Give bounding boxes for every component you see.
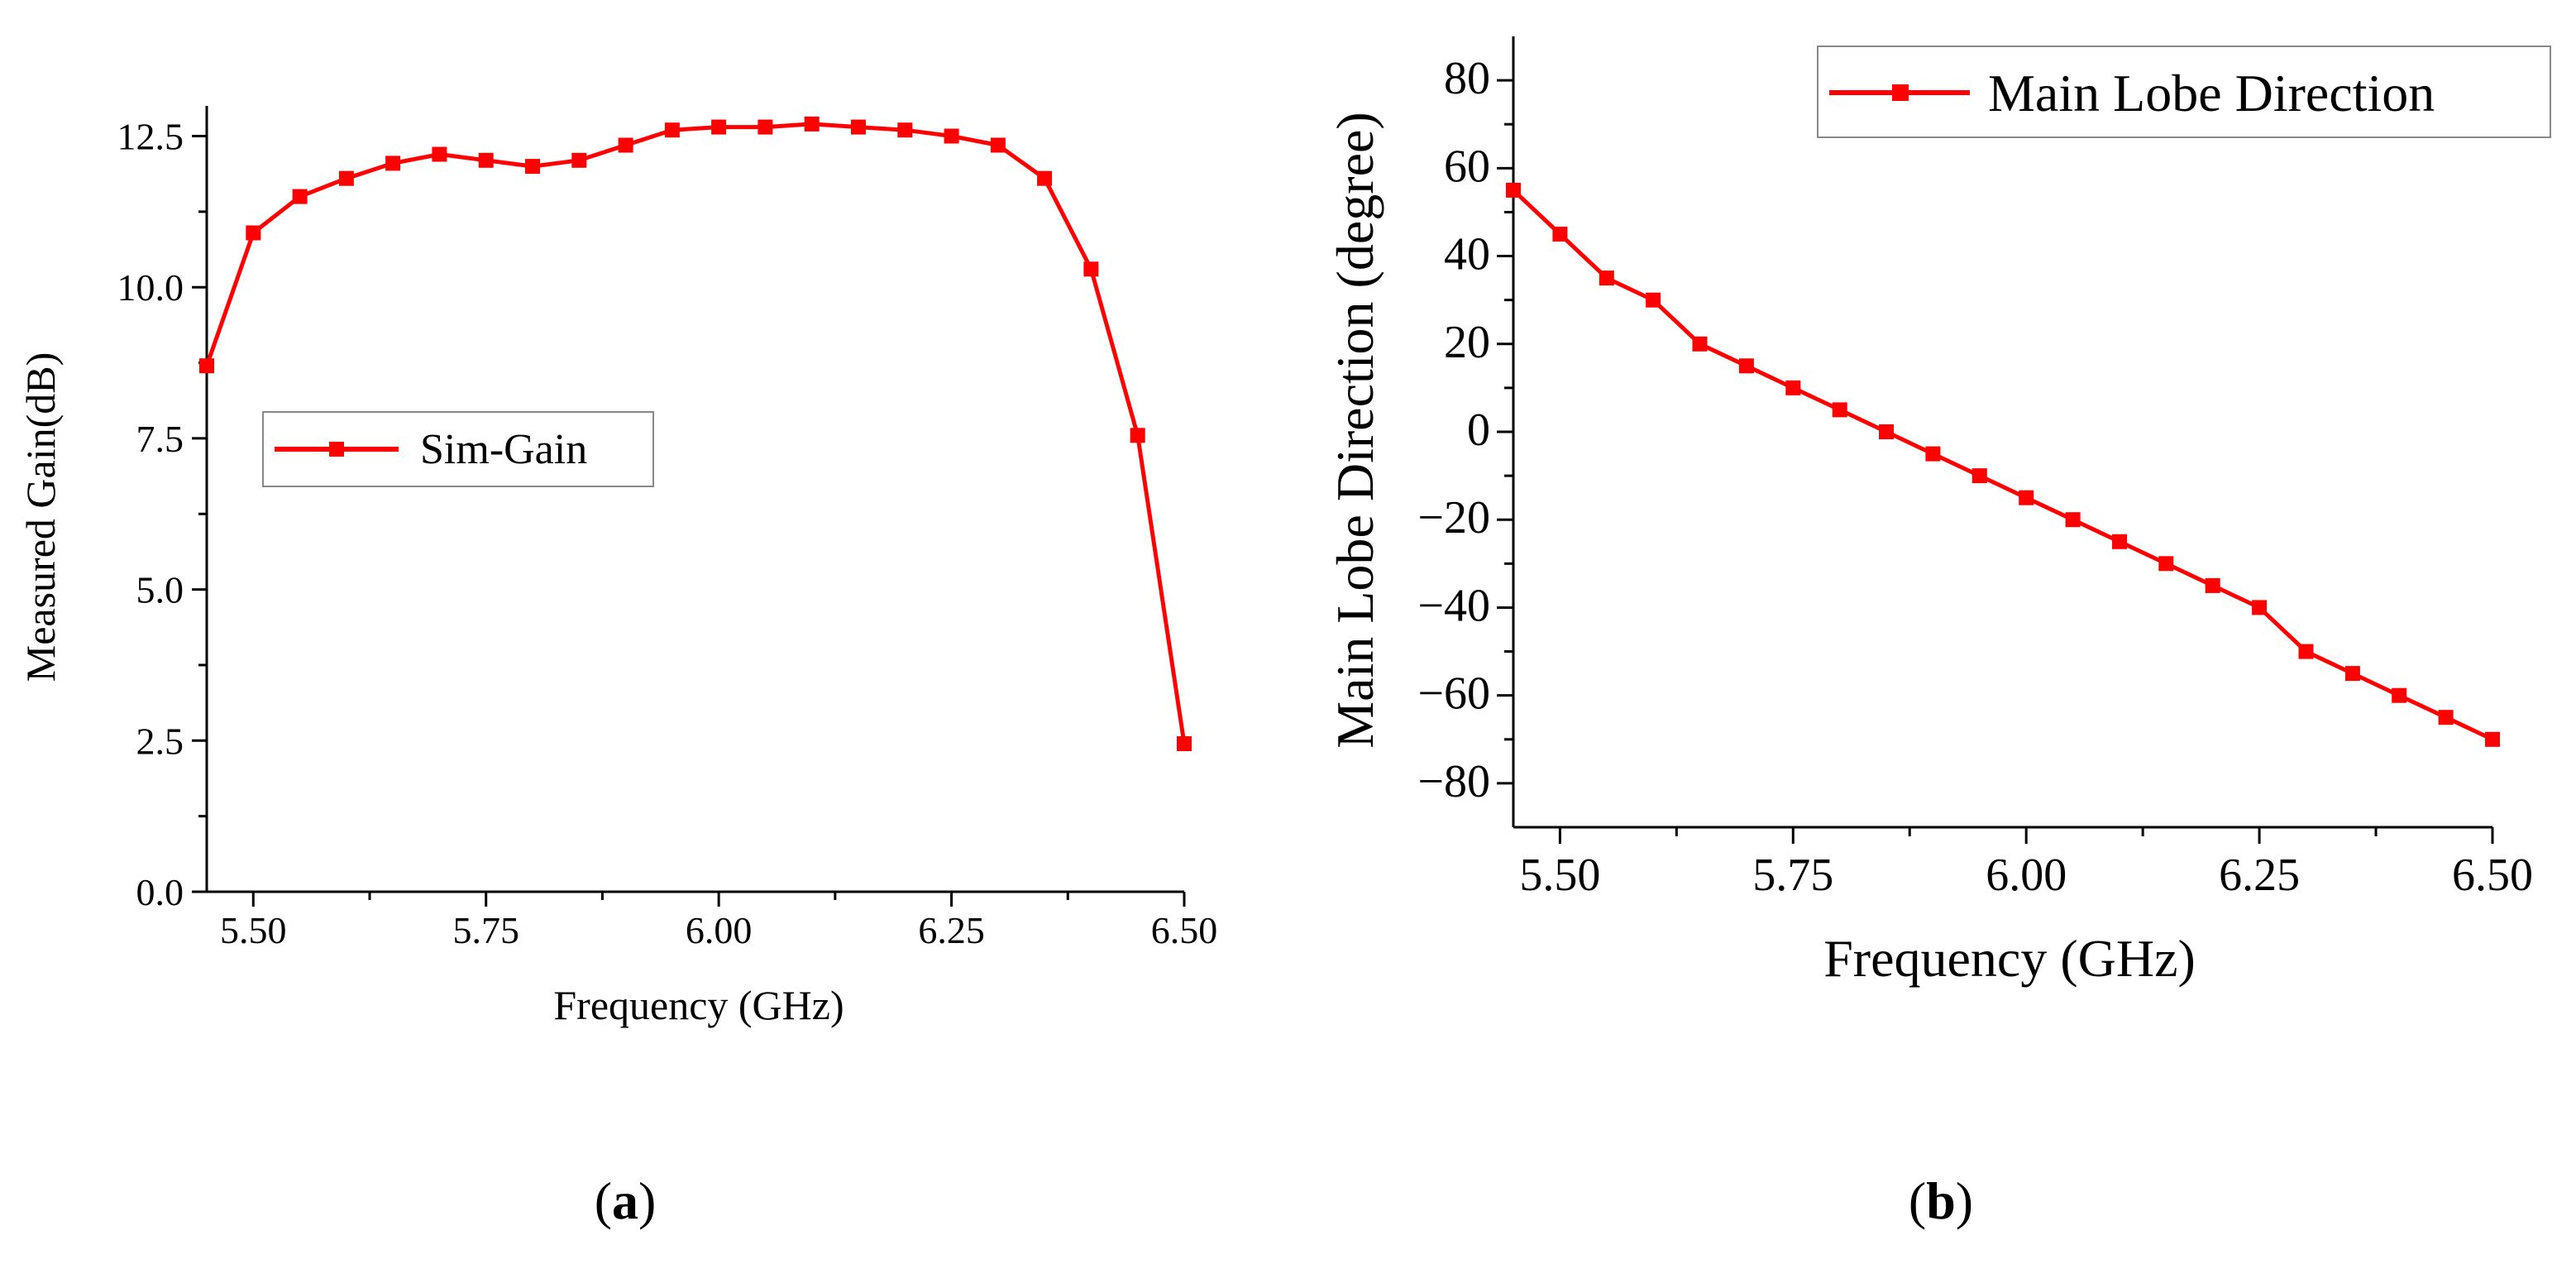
panel-a-x-ticks: 5.50 5.75 6.00 6.25 6.50 <box>220 892 1217 951</box>
panel-b-caption-letter: b <box>1926 1171 1956 1230</box>
x-tick-label: 5.50 <box>1519 850 1600 901</box>
panel-b-x-ticks: 5.50 5.75 6.00 6.25 6.50 <box>1519 827 2533 901</box>
data-point-marker <box>1506 182 1521 198</box>
panel-a-x-axis-title: Frequency (GHz) <box>553 982 844 1028</box>
panel-b-legend-label: Main Lobe Direction <box>1988 64 2435 122</box>
panel-a-legend-label: Sim-Gain <box>420 426 587 473</box>
data-point-marker <box>2158 556 2174 572</box>
panel-a-y-ticks: 0.0 2.5 5.0 7.5 10.0 12.5 <box>117 116 207 913</box>
data-point-marker <box>385 156 401 171</box>
y-tick-label: 0 <box>1467 405 1490 456</box>
data-point-marker <box>292 189 308 204</box>
x-tick-label: 6.00 <box>1986 850 2067 901</box>
panel-b-legend-swatch-marker <box>1892 84 1909 101</box>
series-line <box>1512 189 2494 742</box>
data-point-marker <box>1692 336 1708 352</box>
panel-a-legend: Sim-Gain <box>262 411 654 487</box>
x-tick-label: 5.50 <box>220 909 287 951</box>
panel-b-y-ticks: −80 −60 −40 −20 0 20 40 60 80 <box>1417 53 1513 807</box>
data-point-marker <box>944 128 959 144</box>
data-point-marker <box>246 225 261 241</box>
data-point-marker <box>338 170 354 186</box>
data-point-marker <box>2298 644 2314 659</box>
data-point-marker <box>199 358 214 374</box>
y-tick-label: 40 <box>1444 229 1490 280</box>
data-point-marker <box>2065 512 2081 528</box>
panel-b-main-lobe-chart: −80 −60 −40 −20 0 20 40 60 80 5.50 5.75 6.00 6.25 6.… <box>1326 36 2551 1230</box>
x-tick-label: 6.00 <box>686 909 753 951</box>
data-point-marker <box>1925 446 1941 462</box>
panel-a-y-axis-title: Measured Gain(dB) <box>17 352 64 682</box>
data-point-marker <box>1738 358 1754 374</box>
data-point-marker <box>2252 600 2268 615</box>
data-point-marker <box>758 119 773 135</box>
x-tick-label: 5.75 <box>1752 850 1833 901</box>
panel-a-caption-letter: a <box>612 1171 638 1230</box>
data-point-marker <box>851 119 866 135</box>
data-point-marker <box>1646 292 1661 308</box>
data-point-marker <box>2019 490 2034 505</box>
panel-b-y-axis-title: Main Lobe Direction (degree) <box>1326 112 1384 748</box>
data-point-marker <box>1177 736 1192 751</box>
x-tick-label: 6.25 <box>918 909 985 951</box>
data-point-marker <box>804 116 820 132</box>
panel-a-caption: (a) <box>595 1171 657 1230</box>
y-tick-label: 2.5 <box>136 720 184 762</box>
x-tick-label: 6.50 <box>2452 850 2533 901</box>
panel-b-legend: Main Lobe Direction <box>1817 45 2551 138</box>
data-point-marker <box>478 152 494 168</box>
data-point-marker <box>2344 666 2360 682</box>
data-point-marker <box>432 146 447 162</box>
y-tick-label: −80 <box>1417 756 1490 807</box>
y-tick-label: −20 <box>1417 492 1490 543</box>
data-point-marker <box>1552 227 1568 242</box>
data-point-marker <box>1879 424 1894 439</box>
data-point-marker <box>990 137 1006 153</box>
series-line <box>204 122 1187 745</box>
panel-b-caption: (b) <box>1909 1171 1973 1230</box>
x-tick-label: 5.75 <box>452 909 519 951</box>
y-tick-label: −40 <box>1417 580 1490 631</box>
y-tick-label: 0.0 <box>136 871 184 913</box>
panel-a-gain-chart: 0.0 2.5 5.0 7.5 10.0 12.5 5.50 5.75 6.00 6.25 6.5… <box>17 106 1217 1230</box>
data-point-marker <box>1130 428 1145 443</box>
data-point-marker <box>664 122 680 138</box>
data-point-marker <box>525 159 540 175</box>
y-tick-label: 5.0 <box>136 569 184 611</box>
y-tick-label: −60 <box>1417 668 1490 720</box>
panel-a-legend-swatch-marker <box>329 442 344 457</box>
data-point-marker <box>2485 731 2500 747</box>
panel-a-series-sim-gain <box>199 116 1192 751</box>
data-point-marker <box>1785 380 1801 395</box>
x-tick-label: 6.50 <box>1151 909 1218 951</box>
panel-b-x-axis-title: Frequency (GHz) <box>1823 929 2196 988</box>
data-point-marker <box>571 152 587 168</box>
y-tick-label: 10.0 <box>117 266 184 309</box>
data-point-marker <box>711 119 727 135</box>
data-point-marker <box>1083 261 1099 277</box>
y-tick-label: 80 <box>1444 53 1490 104</box>
data-point-marker <box>1832 402 1847 418</box>
data-point-marker <box>1971 468 1987 484</box>
data-point-marker <box>1037 170 1053 186</box>
y-tick-label: 12.5 <box>117 116 184 158</box>
data-point-marker <box>1599 271 1614 286</box>
y-tick-label: 60 <box>1444 141 1490 192</box>
y-tick-label: 7.5 <box>136 418 184 460</box>
data-point-marker <box>618 137 633 153</box>
data-point-marker <box>2438 710 2454 725</box>
data-point-marker <box>2205 577 2220 593</box>
y-tick-label: 20 <box>1444 317 1490 368</box>
panel-b-series-main-lobe-direction <box>1506 182 2500 747</box>
data-point-marker <box>2392 687 2407 703</box>
x-tick-label: 6.25 <box>2219 850 2300 901</box>
data-point-marker <box>2112 534 2127 549</box>
data-point-marker <box>897 122 913 138</box>
